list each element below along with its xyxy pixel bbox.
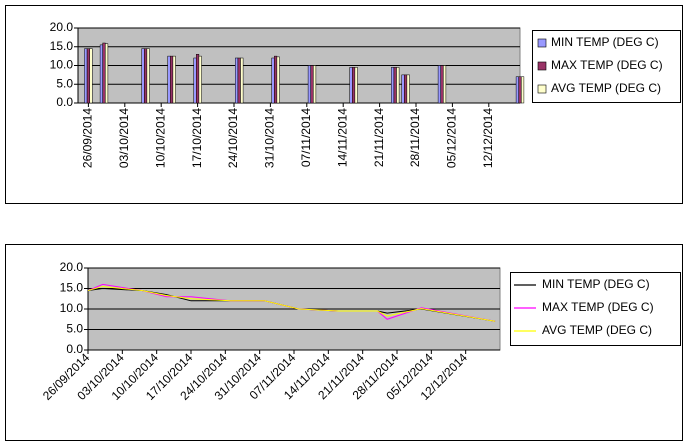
x-tick-label: 24/10/2014 (226, 108, 240, 168)
bar (84, 48, 88, 104)
x-tick-label: 07/11/2014 (299, 108, 313, 167)
legend-label: MIN TEMP (DEG C) (551, 35, 659, 49)
x-tick-label: 12/12/2014 (481, 108, 495, 168)
legend-box (510, 272, 681, 346)
legend-label: MAX TEMP (DEG C) (551, 58, 663, 72)
bar (86, 48, 90, 104)
y-tick-label: 10.0 (50, 58, 74, 72)
bar (240, 57, 244, 104)
bar (167, 55, 171, 104)
y-tick-label: 20.0 (60, 260, 84, 274)
legend-swatch (537, 38, 547, 48)
bar (237, 57, 241, 104)
legend-label: MIN TEMP (DEG C) (542, 277, 650, 291)
y-tick-label: 10.0 (60, 301, 84, 315)
x-tick-label: 21/11/2014 (372, 108, 386, 167)
legend-label: AVG TEMP (DEG C) (542, 323, 652, 337)
legend-label: AVG TEMP (DEG C) (551, 81, 661, 95)
bar (274, 55, 278, 104)
bar (515, 76, 519, 104)
bar (193, 57, 197, 104)
y-tick-label: 5.0 (66, 322, 83, 336)
bar (354, 67, 358, 104)
bar (172, 55, 176, 104)
bar (443, 65, 447, 104)
x-tick-label: 28/11/2014 (408, 108, 422, 167)
bar (198, 55, 202, 104)
bar (235, 57, 239, 104)
bar (391, 67, 395, 104)
x-tick-label: 14/11/2014 (335, 108, 349, 167)
bar (396, 67, 400, 104)
bar (89, 48, 93, 104)
x-tick-label: 03/10/2014 (117, 108, 131, 168)
x-tick-label: 17/10/2014 (190, 108, 204, 168)
bar (271, 57, 275, 104)
y-tick-label: 5.0 (56, 76, 73, 90)
bar (313, 65, 317, 104)
bar (352, 67, 356, 104)
legend-box (532, 30, 681, 103)
bar (144, 48, 148, 104)
legend-label: MAX TEMP (DEG C) (542, 300, 654, 314)
bar (310, 65, 314, 104)
bar (437, 65, 441, 104)
bar (102, 42, 106, 104)
bar (401, 74, 405, 104)
line (87, 285, 496, 322)
bar (276, 56, 280, 104)
legend-swatch (537, 84, 547, 94)
y-tick-label: 20.0 (50, 20, 74, 34)
bar (99, 44, 103, 104)
bar (406, 74, 410, 104)
bar (349, 67, 353, 104)
x-tick-label: 31/10/2014 (263, 108, 277, 168)
bar (141, 48, 145, 104)
bar (440, 65, 444, 104)
x-tick-label: 10/10/2014 (153, 108, 167, 168)
bar (146, 48, 150, 104)
x-tick-label: 26/09/2014 (81, 108, 95, 168)
bar (404, 74, 408, 104)
legend-swatch (537, 61, 547, 71)
y-tick-label: 0.0 (56, 95, 73, 109)
bar (521, 76, 525, 104)
y-tick-label: 0.0 (66, 342, 83, 356)
bar (196, 54, 200, 104)
y-tick-label: 15.0 (60, 281, 84, 295)
bar (518, 76, 522, 104)
bar (393, 67, 397, 104)
bar (170, 55, 174, 104)
y-tick-label: 15.0 (50, 39, 74, 53)
bar (105, 43, 109, 104)
bar (307, 65, 311, 104)
x-tick-label: 05/12/2014 (445, 108, 459, 168)
